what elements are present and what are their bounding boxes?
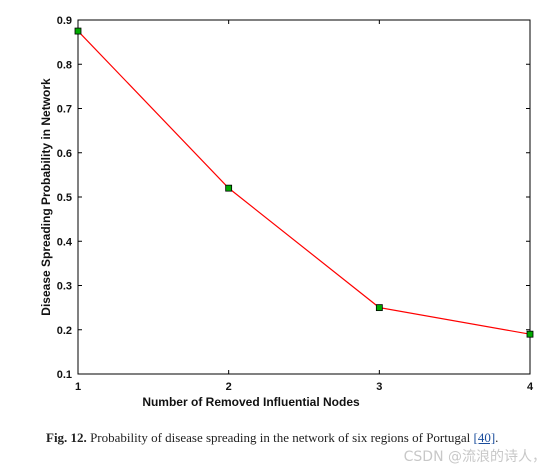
y-axis-title: Disease Spreading Probability in Network: [39, 78, 53, 316]
x-tick-label: 1: [75, 381, 81, 393]
y-tick-label: 0.1: [57, 369, 72, 381]
figure-caption: Fig. 12. Probability of disease spreadin…: [46, 430, 546, 446]
y-tick-label: 0.6: [57, 148, 72, 160]
line-chart: 0.1 0.2 0.3 0.4 0.5 0.6 0.7 0.8 0.9 1 2 3 4 Number …: [39, 15, 534, 409]
caption-end: .: [495, 430, 499, 445]
y-tick-label: 0.8: [57, 59, 72, 71]
y-tick-label: 0.5: [57, 192, 72, 204]
x-tick-label: 4: [527, 381, 534, 393]
x-tick-label: 2: [226, 381, 232, 393]
watermark: CSDN @流浪的诗人，: [403, 449, 546, 465]
y-tick-label: 0.7: [57, 104, 72, 116]
data-point-marker: [74, 27, 82, 35]
y-tick-label: 0.3: [57, 281, 72, 293]
caption-text: Probability of disease spreading in the …: [90, 430, 471, 445]
x-axis-title: Number of Removed Influential Nodes: [142, 395, 360, 409]
plot-area: [77, 19, 531, 375]
caption-label: Fig. 12.: [46, 430, 87, 445]
y-tick-label: 0.9: [57, 15, 72, 27]
series-line: [77, 30, 531, 335]
y-tick-label: 0.4: [57, 236, 73, 248]
data-point-marker: [526, 330, 534, 338]
x-axis: 1 2 3 4: [75, 20, 534, 393]
data-point-marker: [225, 184, 233, 192]
caption-reference-link[interactable]: [40]: [473, 430, 496, 445]
y-tick-label: 0.2: [57, 325, 72, 337]
y-axis: 0.1 0.2 0.3 0.4 0.5 0.6 0.7 0.8 0.9: [57, 15, 530, 381]
series-layer: [74, 27, 534, 338]
data-point-marker: [375, 304, 383, 312]
x-tick-label: 3: [376, 381, 382, 393]
